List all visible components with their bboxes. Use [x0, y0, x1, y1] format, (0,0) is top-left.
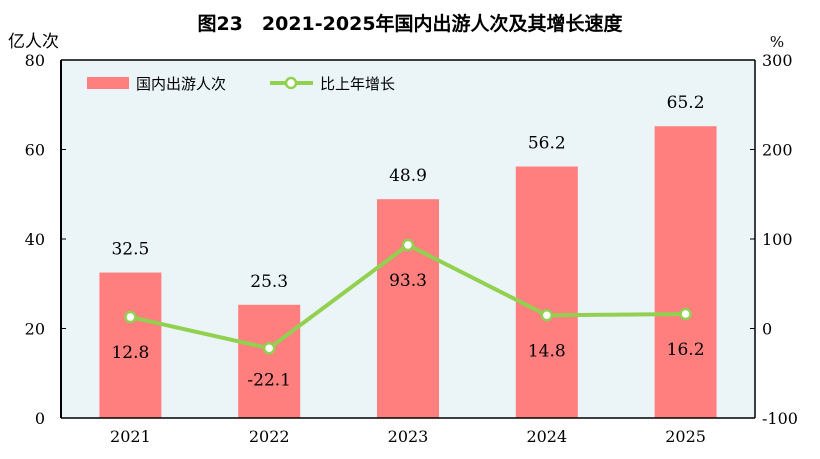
bar-2024	[515, 166, 578, 418]
x-tick-2022: 2022	[249, 427, 290, 446]
right-tick-200: 200	[762, 141, 793, 160]
bar-2021	[99, 272, 162, 418]
chart-title: 图23 2021-2025年国内出游人次及其增长速度	[197, 12, 623, 35]
growth-point-2023	[401, 238, 415, 252]
growth-point-2021	[124, 310, 137, 324]
bar-2022	[238, 304, 301, 418]
bar-label-2023: 48.9	[389, 166, 427, 186]
legend-bar-swatch	[87, 77, 129, 89]
x-tick-2025: 2025	[665, 427, 706, 446]
bar-label-2024: 56.2	[528, 134, 566, 154]
legend-bar-label: 国内出游人次	[136, 75, 226, 93]
bar-2025	[654, 126, 717, 418]
legend-line-marker	[284, 76, 298, 90]
bar-label-2021: 32.5	[111, 240, 149, 260]
x-tick-2021: 2021	[110, 427, 151, 446]
left-axis-label: 亿人次	[8, 32, 59, 52]
right-axis-label: %	[770, 33, 784, 51]
left-tick-20: 20	[25, 320, 45, 339]
left-tick-60: 60	[25, 141, 45, 160]
x-tick-2024: 2024	[526, 427, 567, 446]
growth-label-2025: 16.2	[667, 340, 705, 360]
growth-point-2024	[540, 309, 554, 322]
growth-point-2025	[679, 307, 692, 321]
growth-label-2022: -22.1	[247, 370, 291, 390]
x-tick-2023: 2023	[388, 427, 429, 446]
legend-line-label: 比上年增长	[320, 75, 395, 93]
right-tick-300: 300	[762, 51, 793, 70]
growth-point-2022	[262, 342, 276, 355]
bar-label-2022: 25.3	[250, 272, 288, 292]
legend: 国内出游人次 比上年增长	[87, 75, 395, 93]
right-tick--100: -100	[762, 409, 798, 428]
bar-label-2025: 65.2	[667, 93, 705, 113]
right-tick-100: 100	[762, 230, 793, 249]
left-tick-40: 40	[25, 230, 45, 249]
growth-label-2024: 14.8	[528, 341, 566, 361]
growth-label-2021: 12.8	[111, 343, 149, 363]
growth-label-2023: 93.3	[389, 271, 427, 291]
left-tick-80: 80	[25, 51, 45, 70]
right-tick-0: 0	[762, 320, 772, 339]
bar-2023	[377, 199, 439, 418]
left-tick-0: 0	[35, 409, 45, 428]
